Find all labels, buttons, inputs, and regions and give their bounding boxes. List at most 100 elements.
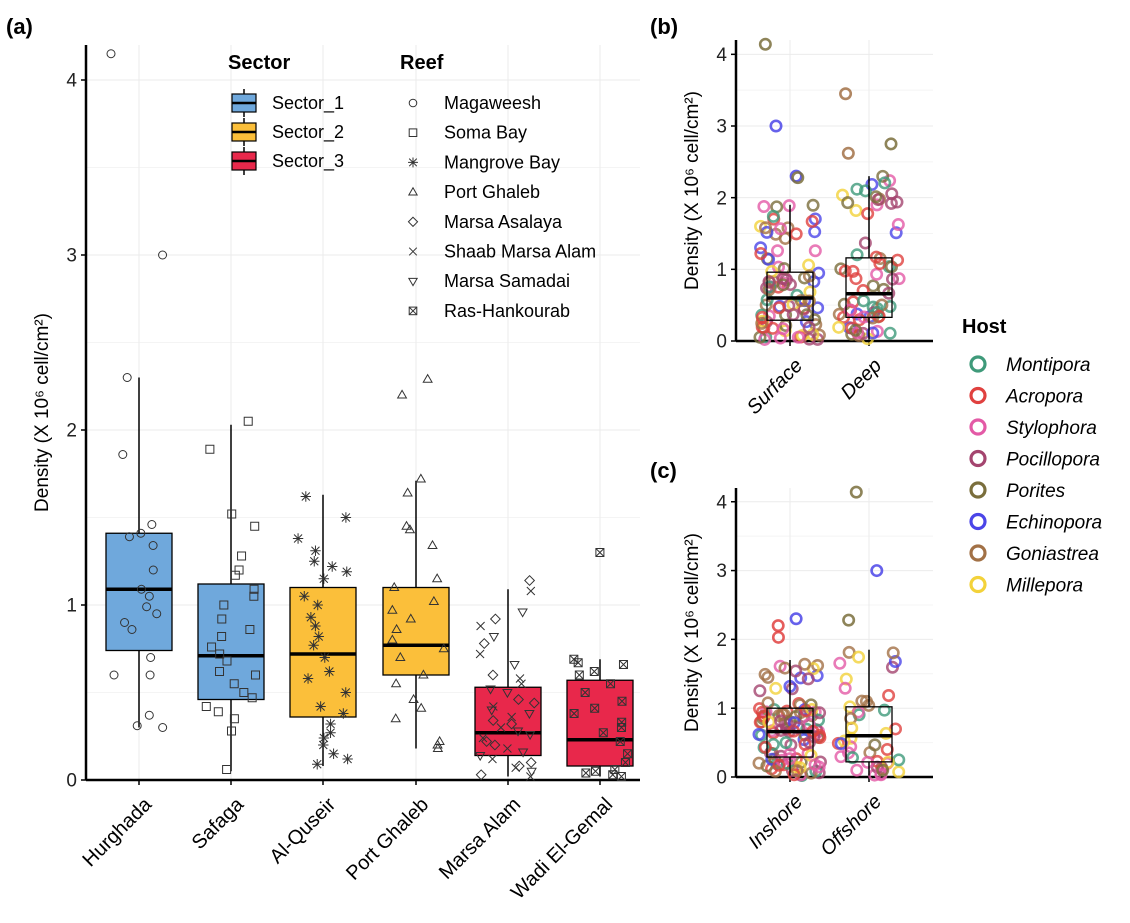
- point-triangle: [390, 678, 402, 688]
- point-square: [230, 570, 240, 580]
- legend-host-label: Pocillopora: [1006, 450, 1100, 471]
- point-echinopora: [769, 119, 783, 133]
- point-circle: [144, 591, 154, 601]
- point-stylophora: [870, 267, 884, 281]
- point-acropora: [838, 264, 852, 278]
- legend-host-label: Stylophora: [1006, 418, 1097, 439]
- x-tick-label: Port Ghaleb: [342, 794, 433, 885]
- point-porites: [842, 613, 856, 627]
- point-montipora: [779, 736, 793, 750]
- point-square: [205, 444, 215, 454]
- legend-reef-diamond-icon: [407, 216, 419, 228]
- point-triangle: [432, 742, 444, 752]
- point-porites: [876, 763, 890, 777]
- point-circle: [144, 710, 154, 720]
- point-goniastrea: [781, 221, 795, 235]
- point-stylophora: [892, 272, 906, 286]
- point-square: [250, 670, 260, 680]
- point-triangle: [422, 373, 433, 383]
- point-stylophora: [782, 199, 796, 213]
- y-tick-label: 0: [66, 771, 77, 792]
- point-porites: [868, 738, 882, 752]
- point-square: [227, 509, 237, 519]
- point-acropora: [758, 740, 772, 754]
- point-circle: [124, 532, 134, 542]
- point-stylophora: [838, 681, 852, 695]
- point-circle: [136, 584, 146, 594]
- point-boxed-x: [616, 723, 626, 732]
- point-triangle-down: [524, 710, 535, 720]
- point-triangle: [402, 487, 413, 497]
- point-square: [222, 656, 232, 666]
- y-axis-label: Density (X 10⁶ cell/cm²): [682, 91, 703, 290]
- x-tick-label: Hurghada: [78, 793, 156, 871]
- point-millepora: [769, 681, 783, 695]
- point-montipora: [883, 326, 897, 340]
- point-square: [217, 632, 227, 641]
- point-triangle: [427, 539, 438, 549]
- point-acropora: [789, 227, 803, 241]
- point-pocillopora: [776, 272, 790, 286]
- point-asterisk: [318, 573, 330, 584]
- point-boxed-x: [598, 728, 608, 738]
- point-boxed-x: [580, 688, 590, 697]
- point-triangle: [415, 473, 427, 483]
- y-tick-label: 2: [66, 421, 77, 442]
- point-circle: [132, 721, 142, 731]
- y-tick-label: 4: [716, 492, 727, 513]
- point-goniastrea: [794, 294, 808, 308]
- point-cross: [476, 621, 485, 631]
- point-montipora: [850, 182, 864, 196]
- y-tick-label: 3: [716, 117, 727, 138]
- point-stylophora: [808, 758, 822, 772]
- box-deep-box: [845, 257, 893, 319]
- legend-reef-title: Reef: [400, 52, 444, 74]
- point-goniastrea: [866, 311, 880, 325]
- point-echinopora: [888, 654, 902, 668]
- point-porites: [869, 190, 883, 204]
- point-goniastrea: [758, 221, 772, 235]
- point-triangle: [387, 604, 398, 614]
- point-stylophora: [791, 330, 805, 344]
- point-boxed-x: [623, 749, 633, 759]
- point-montipora: [766, 737, 780, 751]
- point-square: [249, 591, 259, 601]
- point-goniastrea: [761, 670, 775, 684]
- point-cross: [507, 712, 517, 722]
- y-tick-label: 3: [66, 246, 77, 267]
- point-boxed-x: [581, 768, 591, 778]
- point-circle: [146, 653, 156, 662]
- y-tick-label: 4: [716, 45, 727, 66]
- point-porites: [866, 279, 880, 293]
- point-cross: [517, 679, 526, 689]
- panel-label-c: (c): [650, 458, 677, 483]
- y-tick-label: 2: [716, 188, 727, 209]
- point-asterisk: [310, 620, 321, 632]
- legend-host-swatch-icon: [969, 512, 987, 531]
- y-tick-label: 4: [66, 71, 77, 92]
- point-echinopora: [789, 612, 803, 626]
- point-asterisk: [325, 727, 336, 738]
- point-circle: [136, 528, 146, 538]
- point-boxed-x: [617, 717, 627, 727]
- point-circle: [148, 541, 158, 550]
- point-triangle-down: [509, 661, 520, 671]
- point-triangle: [431, 573, 443, 583]
- point-square: [226, 726, 236, 736]
- legend-reef-label: Ras-Hankourab: [444, 301, 570, 321]
- point-diamond: [513, 760, 525, 772]
- point-boxed-x: [617, 696, 627, 706]
- point-triangle: [391, 623, 402, 633]
- point-boxed-x: [590, 703, 600, 713]
- point-diamond: [487, 714, 499, 727]
- legend-host: Host Montipora Acropora Stylophora Pocillop…: [962, 316, 1102, 597]
- point-boxed-x: [569, 709, 579, 718]
- point-asterisk: [300, 491, 312, 502]
- point-asterisk: [340, 512, 352, 523]
- point-triangle: [408, 693, 419, 703]
- point-circle: [118, 450, 128, 459]
- point-circle: [120, 618, 130, 627]
- y-tick-label: 1: [716, 699, 727, 720]
- point-porites: [776, 278, 790, 292]
